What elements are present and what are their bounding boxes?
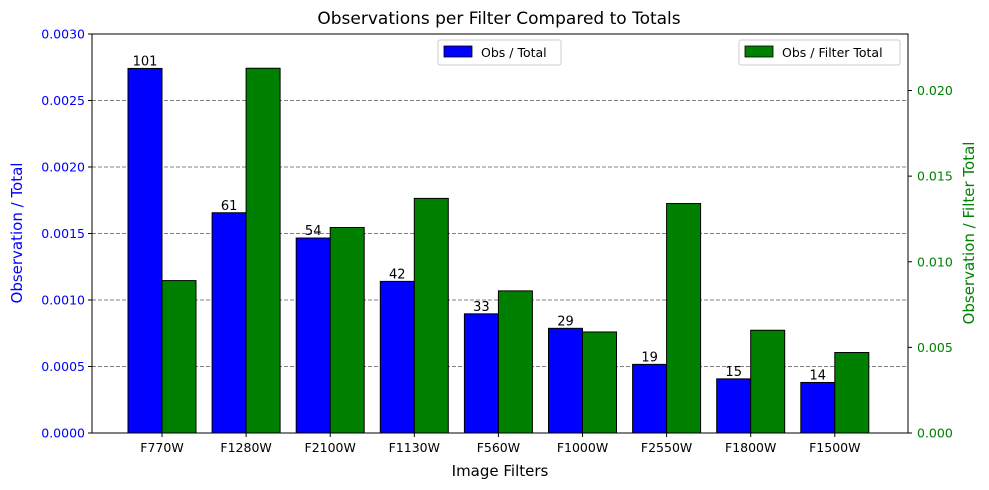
bar-value-label: 33 [473,300,490,315]
legend-swatch-obs-total [443,45,473,58]
bar-obs-filter-total [750,329,786,434]
bar-obs-total [127,67,163,434]
y-right-tick-label: 0.020 [917,83,953,98]
legend-label-obs-filter-total: Obs / Filter Total [782,45,883,60]
y-left-tick-label: 0.0005 [41,359,85,374]
y-left-tick-label: 0.0025 [41,93,85,108]
bar-obs-filter-total [161,280,197,434]
x-tick-label: F560W [477,440,520,455]
y-right-axis-label: Observation / Filter Total [960,142,978,325]
y-right-axis-ticks: 0.000 0.005 0.010 0.015 0.020 [908,83,953,441]
y-left-tick-label: 0.0010 [41,293,85,308]
bar-obs-filter-total [413,197,449,434]
x-tick-label: F1500W [809,440,860,455]
bar-value-label: 15 [725,365,742,380]
bar-value-label: 42 [389,267,406,282]
bar-value-label: 61 [221,199,238,214]
bar-labels: 101 61 54 42 33 29 19 15 14 [133,54,826,383]
bar-obs-filter-total [582,331,617,434]
y-left-axis-ticks: 0.0000 0.0005 0.0010 0.0015 0.0020 0.0025 0.00… [41,27,92,441]
y-left-axis-label: Observation / Total [8,163,26,304]
x-tick-label: F2100W [305,440,356,455]
y-right-tick-label: 0.005 [917,340,953,355]
legend-label-obs-total: Obs / Total [481,45,547,60]
x-tick-label: F2550W [641,440,692,455]
x-axis-label: Image Filters [452,462,549,480]
bar-value-label: 19 [641,350,658,365]
legend-swatch-obs-filter-total [744,45,774,58]
bar-obs-total [800,381,836,434]
y-left-tick-label: 0.0000 [41,426,85,441]
chart-title: Observations per Filter Compared to Tota… [317,9,680,29]
bar-obs-filter-total [329,227,365,434]
bar-obs-filter-total [497,290,533,434]
bar-obs-filter-total [666,203,702,434]
bar-obs-total [379,280,415,434]
bar-obs-total [716,378,752,434]
bar-obs-total [295,237,331,434]
x-axis-ticks: F770W F1280W F2100W F1130W F560W F1000W F2550W… [140,433,860,455]
bar-value-label: 29 [557,314,574,329]
x-tick-label: F1280W [220,440,271,455]
x-tick-label: F770W [140,440,183,455]
y-left-tick-label: 0.0020 [41,160,85,175]
y-right-tick-label: 0.015 [917,169,953,184]
bar-value-label: 101 [133,54,158,69]
y-right-tick-label: 0.000 [917,426,953,441]
bars [127,67,870,434]
bar-value-label: 14 [810,368,827,383]
bar-obs-filter-total [834,352,870,434]
bar-value-label: 54 [305,224,322,239]
bar-obs-filter-total [245,67,281,434]
y-right-tick-label: 0.010 [917,254,953,269]
bar-obs-total [463,313,499,434]
legend-obs-filter-total: Obs / Filter Total [738,39,901,66]
x-tick-label: F1000W [557,440,608,455]
bar-obs-total [632,363,668,434]
bar-obs-total [548,327,583,434]
y-left-tick-label: 0.0030 [41,27,85,42]
legend-obs-total: Obs / Total [437,39,562,66]
x-tick-label: F1130W [389,440,440,455]
x-tick-label: F1800W [725,440,776,455]
bar-obs-total [211,212,247,434]
y-left-tick-label: 0.0015 [41,226,85,241]
